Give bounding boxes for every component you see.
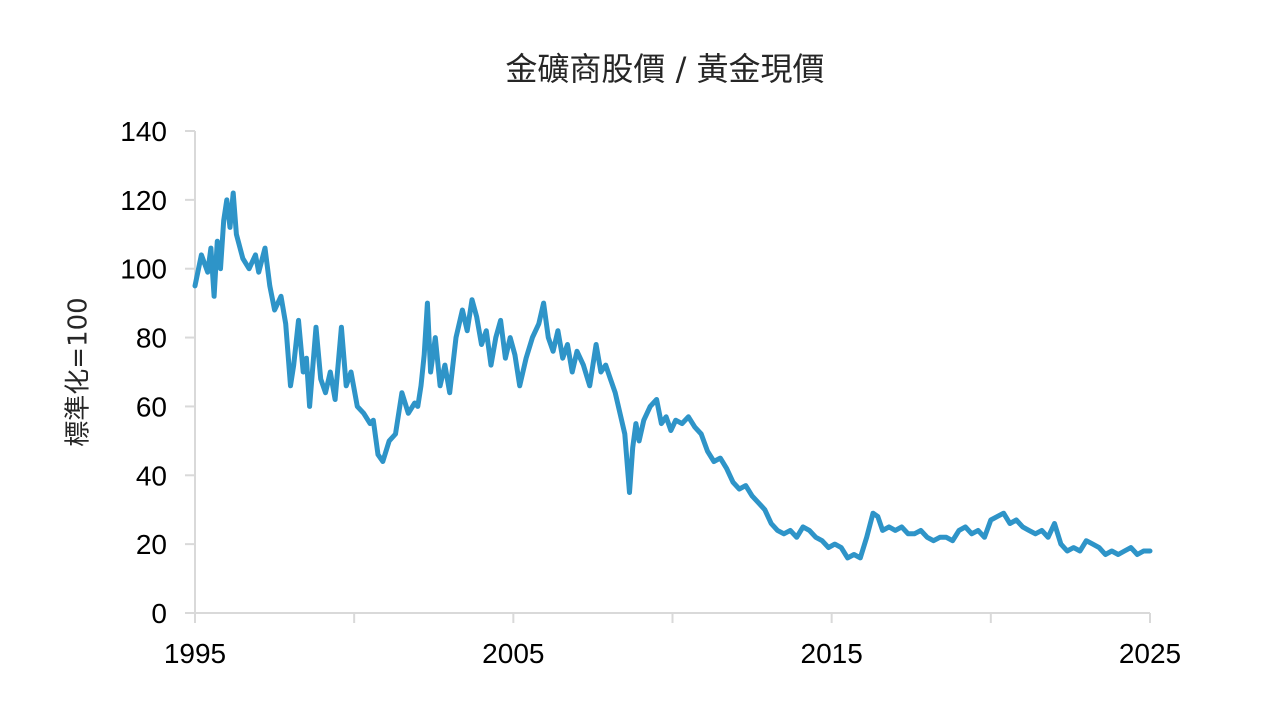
chart-title: 金礦商股價 / 黃金現價 [505,50,825,88]
y-tick-label: 80 [136,323,167,354]
y-tick-label: 140 [120,116,167,147]
x-tick-label: 2015 [801,638,863,669]
y-tick-label: 100 [120,254,167,285]
x-tick-label: 1995 [164,638,226,669]
y-tick-label: 20 [136,529,167,560]
series-line [192,190,1153,561]
y-tick-label: 0 [151,598,167,629]
x-tick-label: 2005 [482,638,544,669]
y-tick-label: 40 [136,460,167,491]
y-tick-label: 60 [136,391,167,422]
x-tick-label: 2025 [1119,638,1181,669]
y-tick-label: 120 [120,185,167,216]
